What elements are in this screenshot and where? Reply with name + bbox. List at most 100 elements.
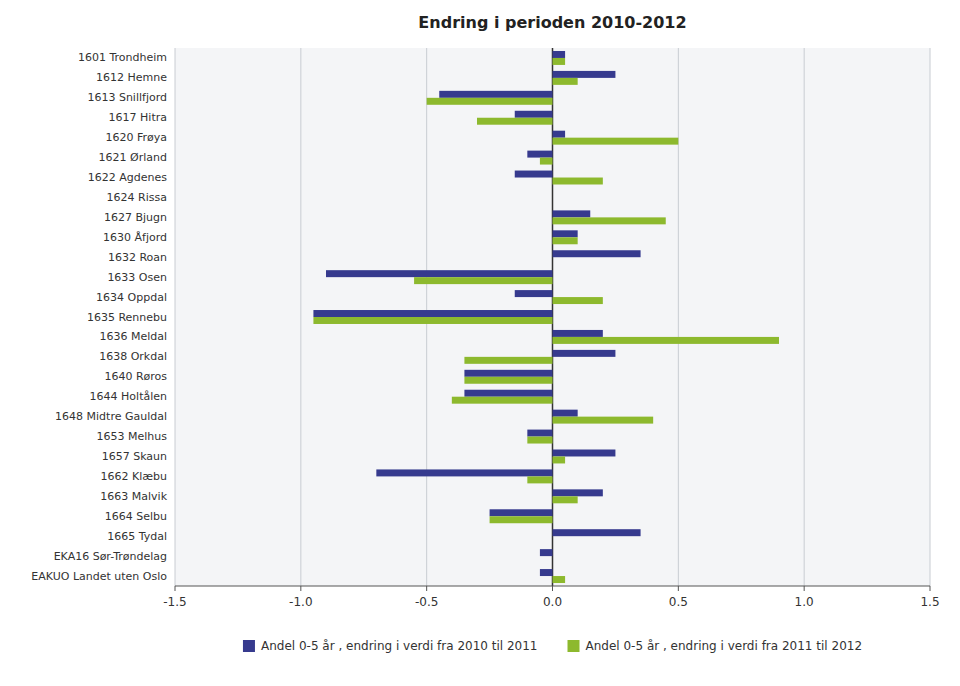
category-label: 1601 Trondheim: [78, 51, 167, 64]
tick-mark: [552, 586, 553, 591]
bar: [515, 171, 553, 178]
grid-line: [300, 48, 301, 586]
bar: [376, 469, 552, 476]
bar: [515, 111, 553, 118]
tick-mark: [175, 586, 176, 591]
category-label: 1638 Orkdal: [99, 350, 167, 363]
category-label: 1653 Melhus: [97, 430, 168, 443]
category-label: 1627 Bjugn: [104, 211, 167, 224]
bar: [527, 437, 552, 444]
category-label: 1664 Selbu: [105, 510, 167, 523]
bar: [553, 410, 578, 417]
category-label: EKA16 Sør-Trøndelag: [54, 550, 167, 563]
bar: [540, 569, 553, 576]
bar: [553, 330, 603, 337]
category-label: 1617 Hitra: [109, 111, 167, 124]
bar: [552, 190, 553, 197]
legend-swatch: [568, 640, 580, 652]
bar: [553, 417, 654, 424]
bar: [553, 250, 641, 257]
tick-label: -0.5: [415, 595, 438, 609]
bar: [540, 549, 553, 556]
category-label: 1657 Skaun: [102, 450, 167, 463]
bar: [464, 357, 552, 364]
legend-swatch: [243, 640, 255, 652]
bar: [553, 237, 578, 244]
bar: [553, 489, 603, 496]
legend: Andel 0-5 år , endring i verdi fra 2010 …: [243, 639, 862, 653]
bar: [552, 197, 553, 204]
bar: [553, 230, 578, 237]
tick-label: -1.0: [289, 595, 312, 609]
bar: [326, 270, 553, 277]
tick-mark: [930, 586, 931, 591]
legend-item: Andel 0-5 år , endring i verdi fra 2010 …: [243, 639, 538, 653]
legend-label: Andel 0-5 år , endring i verdi fra 2010 …: [261, 639, 538, 653]
bar: [313, 310, 552, 317]
bar: [490, 509, 553, 516]
tick-mark: [300, 586, 301, 591]
bar: [553, 178, 603, 185]
grid-line: [175, 48, 176, 586]
category-label: 1621 Ørland: [99, 151, 167, 164]
chart: Endring i perioden 2010-2012-1.5-1.0-0.5…: [0, 0, 960, 686]
category-label: 1613 Snillfjord: [87, 91, 167, 104]
grid: [175, 48, 930, 586]
bar: [439, 91, 552, 98]
bar: [553, 337, 780, 344]
tick-mark: [804, 586, 805, 591]
bar: [414, 277, 552, 284]
series: [313, 51, 640, 576]
bar: [553, 529, 641, 536]
tick-label: 0.5: [669, 595, 688, 609]
tick-mark: [426, 586, 427, 591]
category-label: 1632 Roan: [108, 251, 167, 264]
tick-label: 1.0: [795, 595, 814, 609]
category-label: 1620 Frøya: [105, 131, 167, 144]
tick-label: 0.0: [543, 595, 562, 609]
bar: [527, 430, 552, 437]
category-label: 1648 Midtre Gauldal: [55, 410, 167, 423]
bar: [452, 397, 553, 404]
category-label: 1663 Malvik: [100, 490, 167, 503]
bar: [464, 377, 552, 384]
legend-item: Andel 0-5 år , endring i verdi fra 2011 …: [568, 639, 863, 653]
bar: [540, 158, 553, 165]
bar: [477, 118, 553, 125]
bar: [553, 450, 616, 457]
bar: [552, 556, 553, 563]
title: Endring i perioden 2010-2012: [418, 13, 686, 32]
category-label: 1633 Osen: [107, 271, 167, 284]
category-label: 1665 Tydal: [107, 530, 167, 543]
bar: [553, 456, 566, 463]
bar: [553, 217, 666, 224]
x-ticks: -1.5-1.0-0.50.00.51.01.5: [163, 586, 939, 609]
bar: [553, 51, 566, 58]
bar: [553, 58, 566, 65]
category-label: 1662 Klæbu: [100, 470, 167, 483]
category-label: 1612 Hemne: [96, 71, 167, 84]
category-label: 1636 Meldal: [99, 330, 167, 343]
bar: [515, 290, 553, 297]
bar: [464, 390, 552, 397]
bar: [553, 350, 616, 357]
grid-line: [678, 48, 679, 586]
bar: [552, 536, 553, 543]
y-ticks: 1601 Trondheim 1612 Hemne 1613 Snillfjord 1…: [31, 51, 167, 582]
category-label: 1635 Rennebu: [87, 311, 167, 324]
tick-mark: [678, 586, 679, 591]
bar: [552, 257, 553, 264]
grid-line: [804, 48, 805, 586]
bar: [527, 476, 552, 483]
bar: [527, 151, 552, 158]
bars: [313, 51, 779, 583]
grid-line: [930, 48, 931, 586]
bar: [490, 516, 553, 523]
plot-background: [175, 48, 930, 586]
category-label: 1640 Røros: [104, 370, 167, 383]
series: [313, 58, 779, 583]
tick-label: 1.5: [920, 595, 939, 609]
bar: [427, 98, 553, 105]
bar: [553, 210, 591, 217]
category-label: 1634 Oppdal: [96, 291, 167, 304]
